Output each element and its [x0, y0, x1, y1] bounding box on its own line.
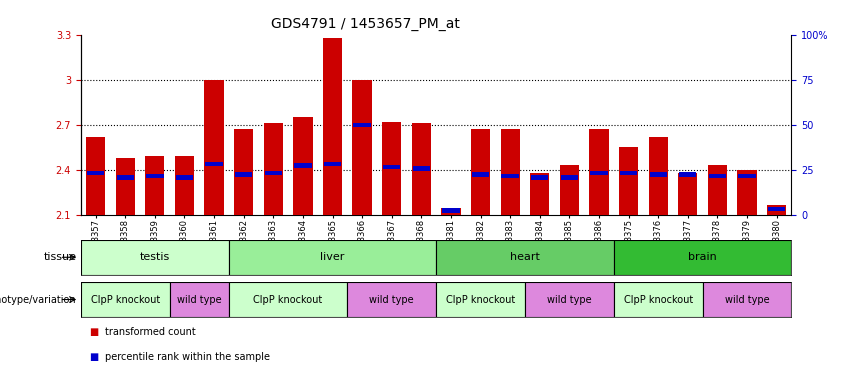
Text: ClpP knockout: ClpP knockout [624, 295, 693, 305]
Bar [679, 172, 696, 177]
Bar [412, 123, 431, 215]
Text: wild type: wild type [177, 295, 221, 305]
Bar [204, 80, 224, 215]
Bar [383, 165, 400, 169]
Bar [324, 162, 341, 166]
Text: testis: testis [140, 252, 170, 262]
Bar [436, 240, 614, 275]
Bar [146, 174, 163, 178]
Text: ■: ■ [89, 327, 99, 337]
Bar [169, 282, 229, 317]
Text: ClpP knockout: ClpP knockout [254, 295, 323, 305]
Bar [709, 174, 726, 178]
Bar [117, 175, 134, 180]
Bar [353, 122, 371, 127]
Bar [146, 156, 164, 215]
Bar [619, 147, 638, 215]
Bar [501, 174, 519, 178]
Bar [531, 175, 548, 180]
Bar [264, 123, 283, 215]
Bar [708, 166, 727, 215]
Bar [229, 240, 436, 275]
Bar [347, 282, 436, 317]
Bar [614, 240, 791, 275]
Text: transformed count: transformed count [105, 327, 196, 337]
Text: brain: brain [688, 252, 717, 262]
Bar [294, 117, 312, 215]
Bar [648, 137, 668, 215]
Bar [265, 170, 282, 175]
Bar [442, 207, 460, 215]
Text: ClpP knockout: ClpP knockout [91, 295, 160, 305]
Bar [116, 158, 134, 215]
Bar [294, 163, 311, 168]
Text: ■: ■ [89, 352, 99, 362]
Bar [500, 129, 520, 215]
Text: liver: liver [320, 252, 345, 262]
Bar [471, 129, 490, 215]
Bar [235, 172, 253, 177]
Bar [382, 122, 402, 215]
Bar [86, 137, 106, 215]
Bar [560, 166, 579, 215]
Text: heart: heart [510, 252, 540, 262]
Bar [591, 170, 608, 175]
Bar [174, 156, 194, 215]
Text: genotype/variation: genotype/variation [0, 295, 77, 305]
Bar [620, 170, 637, 175]
Bar [205, 162, 223, 166]
Bar [649, 172, 667, 177]
Text: wild type: wild type [369, 295, 414, 305]
Bar [436, 282, 525, 317]
Bar [561, 175, 578, 180]
Title: GDS4791 / 1453657_PM_at: GDS4791 / 1453657_PM_at [271, 17, 460, 31]
Bar [678, 173, 698, 215]
Bar [739, 174, 756, 178]
Bar [472, 172, 489, 177]
Text: tissue: tissue [43, 252, 77, 262]
Text: ClpP knockout: ClpP knockout [446, 295, 515, 305]
Bar [234, 129, 254, 215]
Bar [176, 175, 193, 180]
Bar [352, 80, 372, 215]
Bar [229, 282, 347, 317]
Bar [614, 282, 703, 317]
Bar [703, 282, 791, 317]
Bar [525, 282, 614, 317]
Bar [768, 207, 785, 211]
Bar [323, 38, 342, 215]
Bar [81, 240, 229, 275]
Bar [738, 170, 757, 215]
Bar [81, 282, 169, 317]
Bar [530, 173, 550, 215]
Text: wild type: wild type [725, 295, 769, 305]
Text: percentile rank within the sample: percentile rank within the sample [105, 352, 270, 362]
Bar [413, 166, 430, 170]
Bar [87, 170, 105, 175]
Bar [767, 205, 786, 215]
Text: wild type: wild type [547, 295, 591, 305]
Bar [443, 208, 460, 213]
Bar [590, 129, 608, 215]
